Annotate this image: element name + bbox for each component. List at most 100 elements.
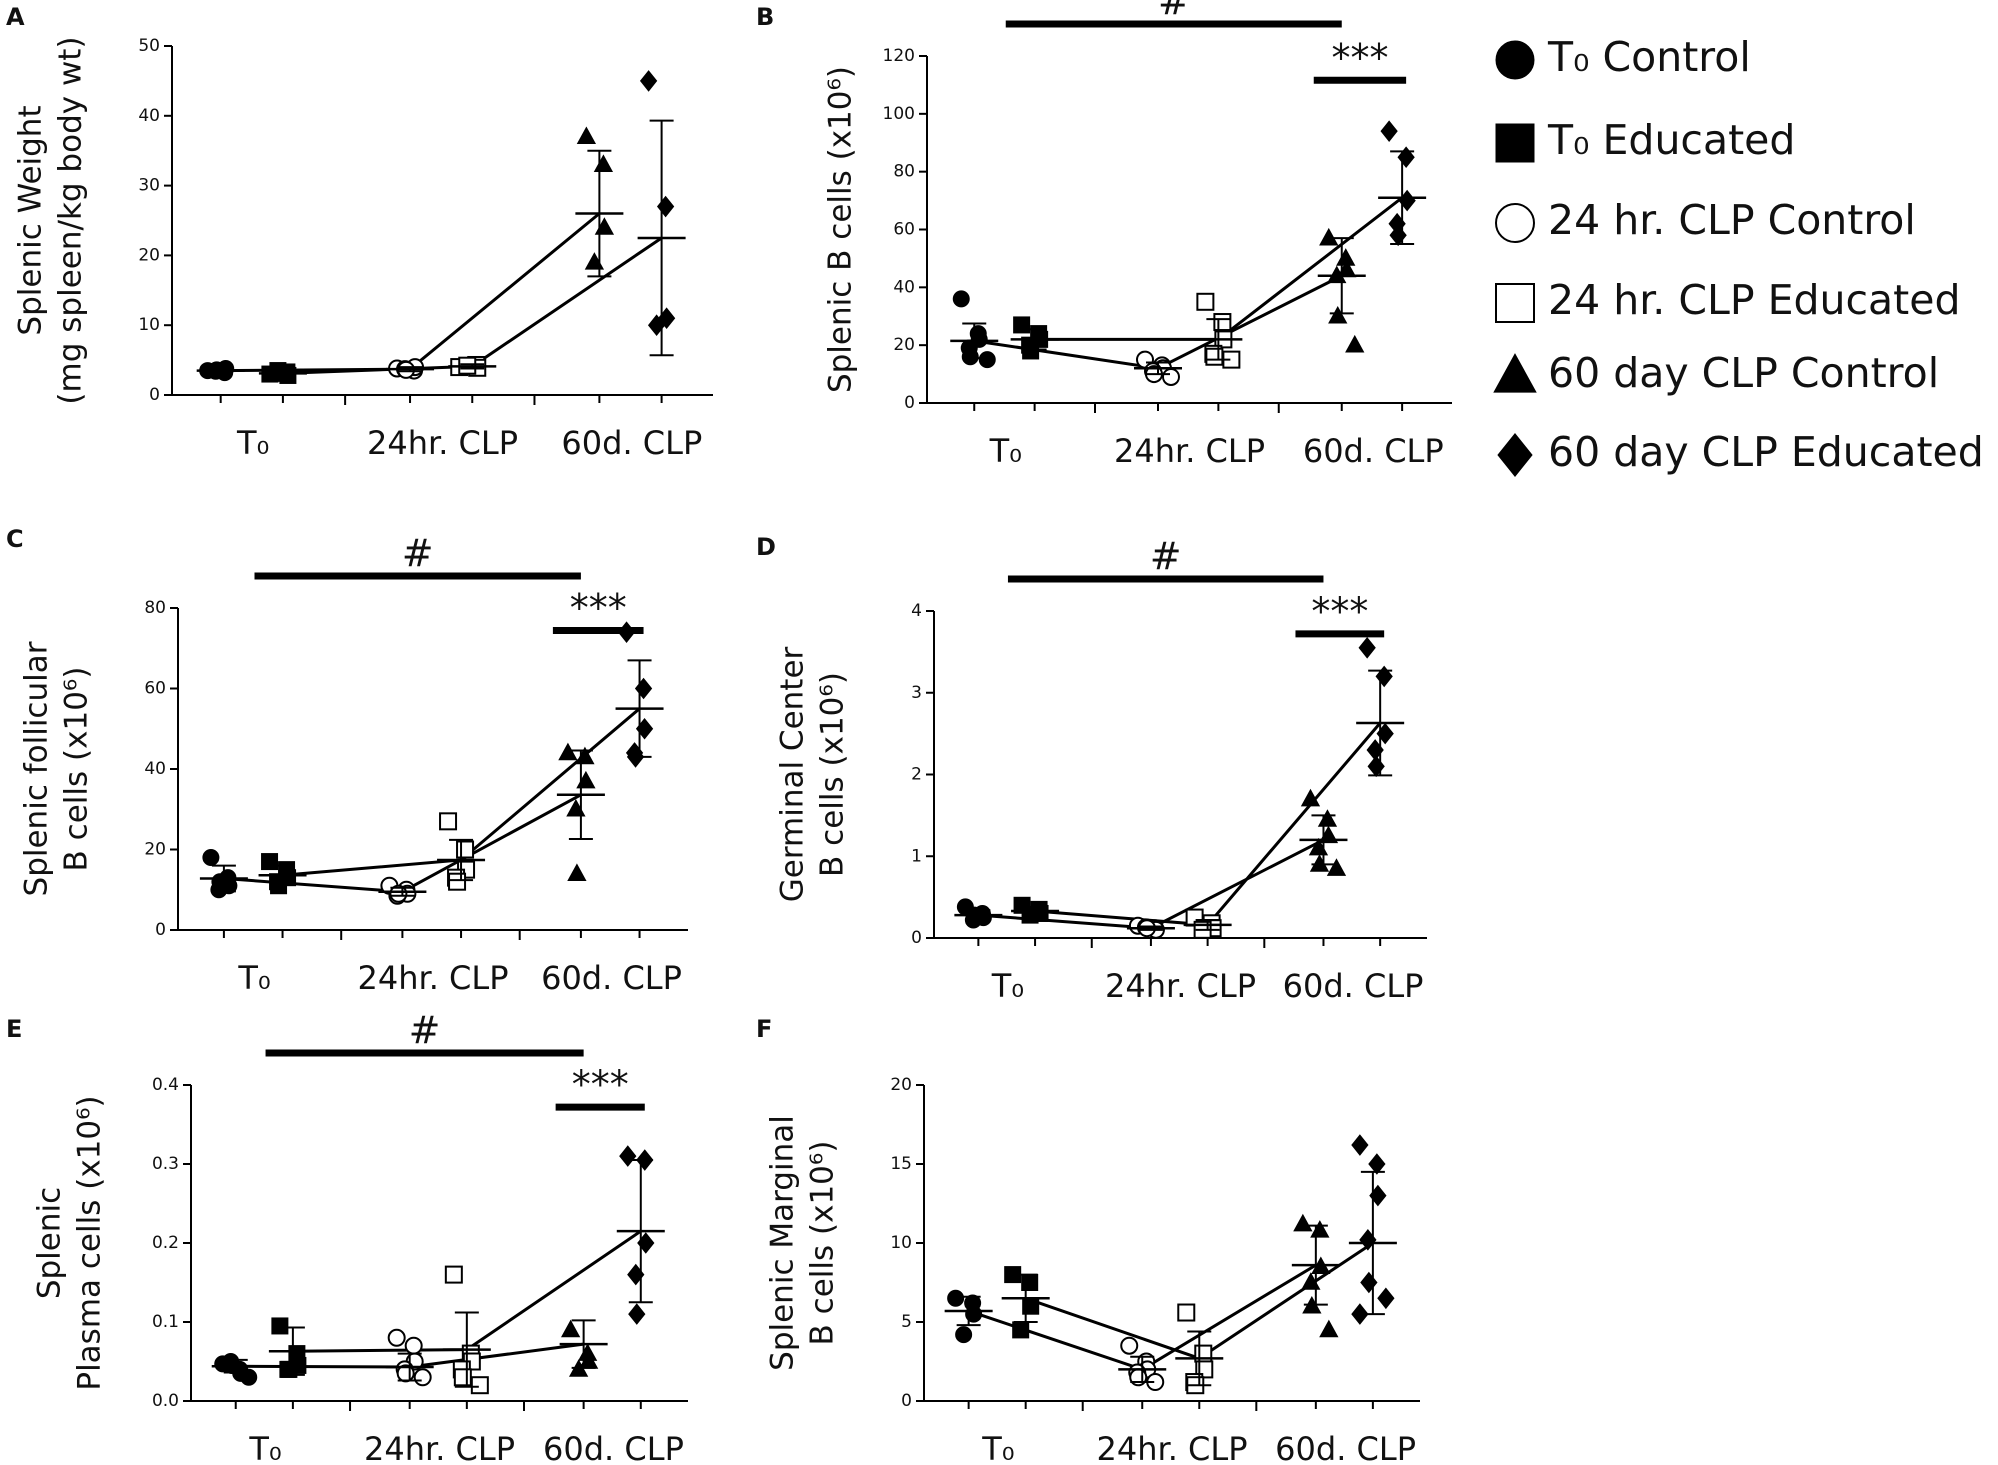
panel-letter: D <box>756 533 776 561</box>
marker <box>404 1336 423 1355</box>
marker <box>594 217 615 235</box>
marker <box>1317 809 1338 827</box>
y-tick-label: 40 <box>144 759 166 779</box>
marker <box>1380 120 1398 142</box>
marker <box>1375 665 1393 688</box>
x-tick-label: 60d. CLP <box>561 424 702 462</box>
marker <box>978 351 996 369</box>
marker <box>628 1303 646 1325</box>
marker <box>448 872 467 891</box>
significance-label: *** <box>570 586 627 630</box>
mean-connector <box>220 212 601 373</box>
y-tick-label: 5 <box>901 1312 912 1332</box>
y-tick-label: 20 <box>893 335 915 355</box>
x-tick-label: T₀ <box>248 1430 281 1461</box>
y-axis-label: (mg spleen/kg body wt) <box>53 36 89 404</box>
marker <box>1293 1213 1313 1232</box>
marker <box>1162 367 1180 386</box>
marker <box>584 252 605 270</box>
y-axis-label: B cells (x10⁶) <box>815 672 851 877</box>
marker <box>567 863 587 881</box>
y-tick-label: 2 <box>911 765 922 785</box>
marker <box>1495 123 1535 163</box>
y-tick-label: 0.0 <box>152 1391 179 1411</box>
marker <box>1397 146 1415 169</box>
y-axis-label: Splenic follicular <box>19 641 55 896</box>
y-tick-label: 0 <box>149 385 160 405</box>
legend-label: 24 hr. CLP Educated <box>1548 276 1960 324</box>
marker <box>271 1317 289 1335</box>
significance-label: # <box>402 532 434 576</box>
marker <box>1309 854 1330 872</box>
marker <box>439 812 458 831</box>
y-tick-label: 60 <box>144 679 166 699</box>
marker <box>560 1319 581 1338</box>
y-tick-label: 0 <box>904 393 915 413</box>
marker <box>619 1145 637 1167</box>
x-tick-label: 24hr. CLP <box>357 959 508 997</box>
x-tick-label: 60d. CLP <box>541 959 682 997</box>
marker <box>1495 283 1535 323</box>
marker <box>470 1376 489 1395</box>
legend-label: 60 day CLP Educated <box>1548 428 1984 476</box>
y-tick-label: 20 <box>890 1075 912 1095</box>
panel-letter: F <box>756 1015 772 1043</box>
mean-connector <box>282 236 663 375</box>
x-tick-label: T₀ <box>991 967 1024 1005</box>
y-tick-label: 0.2 <box>152 1233 179 1253</box>
x-tick-label: 60d. CLP <box>1303 432 1444 470</box>
panel-letter: C <box>6 525 24 553</box>
x-tick-label: 24hr. CLP <box>1114 432 1265 470</box>
marker <box>453 1368 472 1387</box>
y-tick-label: 20 <box>144 840 166 860</box>
legend-label: 60 day CLP Control <box>1548 349 1939 397</box>
marker <box>593 154 614 172</box>
marker <box>1358 636 1376 659</box>
y-tick-label: 10 <box>138 315 160 335</box>
marker <box>576 770 596 789</box>
marker <box>1319 1319 1339 1338</box>
y-tick-label: 15 <box>890 1154 912 1174</box>
legend-label: T₀ Educated <box>1547 116 1795 164</box>
marker <box>1493 353 1537 393</box>
y-axis-label: Splenic B cells (x10⁶) <box>823 66 859 393</box>
y-tick-label: 0.1 <box>152 1312 179 1332</box>
y-tick-label: 60 <box>893 220 915 240</box>
marker <box>1360 1271 1378 1294</box>
y-tick-label: 0.4 <box>152 1075 179 1095</box>
marker <box>1213 313 1232 332</box>
y-tick-label: 50 <box>138 36 160 56</box>
marker <box>387 1328 406 1347</box>
marker <box>656 195 675 218</box>
marker <box>1326 858 1347 876</box>
marker <box>1013 316 1031 334</box>
y-tick-label: 120 <box>883 46 915 66</box>
marker <box>1367 755 1385 778</box>
marker <box>1495 40 1535 80</box>
marker <box>1351 1134 1369 1156</box>
x-tick-label: 60d. CLP <box>1283 967 1424 1005</box>
y-tick-label: 0 <box>911 928 922 948</box>
significance-label: # <box>1150 535 1182 579</box>
significance-label: *** <box>1311 589 1368 633</box>
marker <box>952 290 970 308</box>
marker <box>1022 342 1040 360</box>
panel-letter: B <box>756 3 774 31</box>
marker <box>961 348 979 366</box>
marker <box>1012 1321 1030 1339</box>
marker <box>456 840 475 859</box>
significance-label: *** <box>572 1063 629 1107</box>
y-tick-label: 40 <box>893 277 915 297</box>
x-tick-label: 24hr. CLP <box>367 424 518 462</box>
legend-label: T₀ Control <box>1547 33 1751 81</box>
y-tick-label: 20 <box>138 245 160 265</box>
y-tick-label: 80 <box>144 598 166 618</box>
marker <box>1345 334 1365 353</box>
marker <box>1368 1153 1386 1175</box>
marker <box>576 126 597 145</box>
marker <box>1377 1287 1395 1310</box>
y-tick-label: 3 <box>911 683 922 703</box>
y-axis-label: B cells (x10⁶) <box>59 667 95 872</box>
marker <box>1300 788 1321 807</box>
